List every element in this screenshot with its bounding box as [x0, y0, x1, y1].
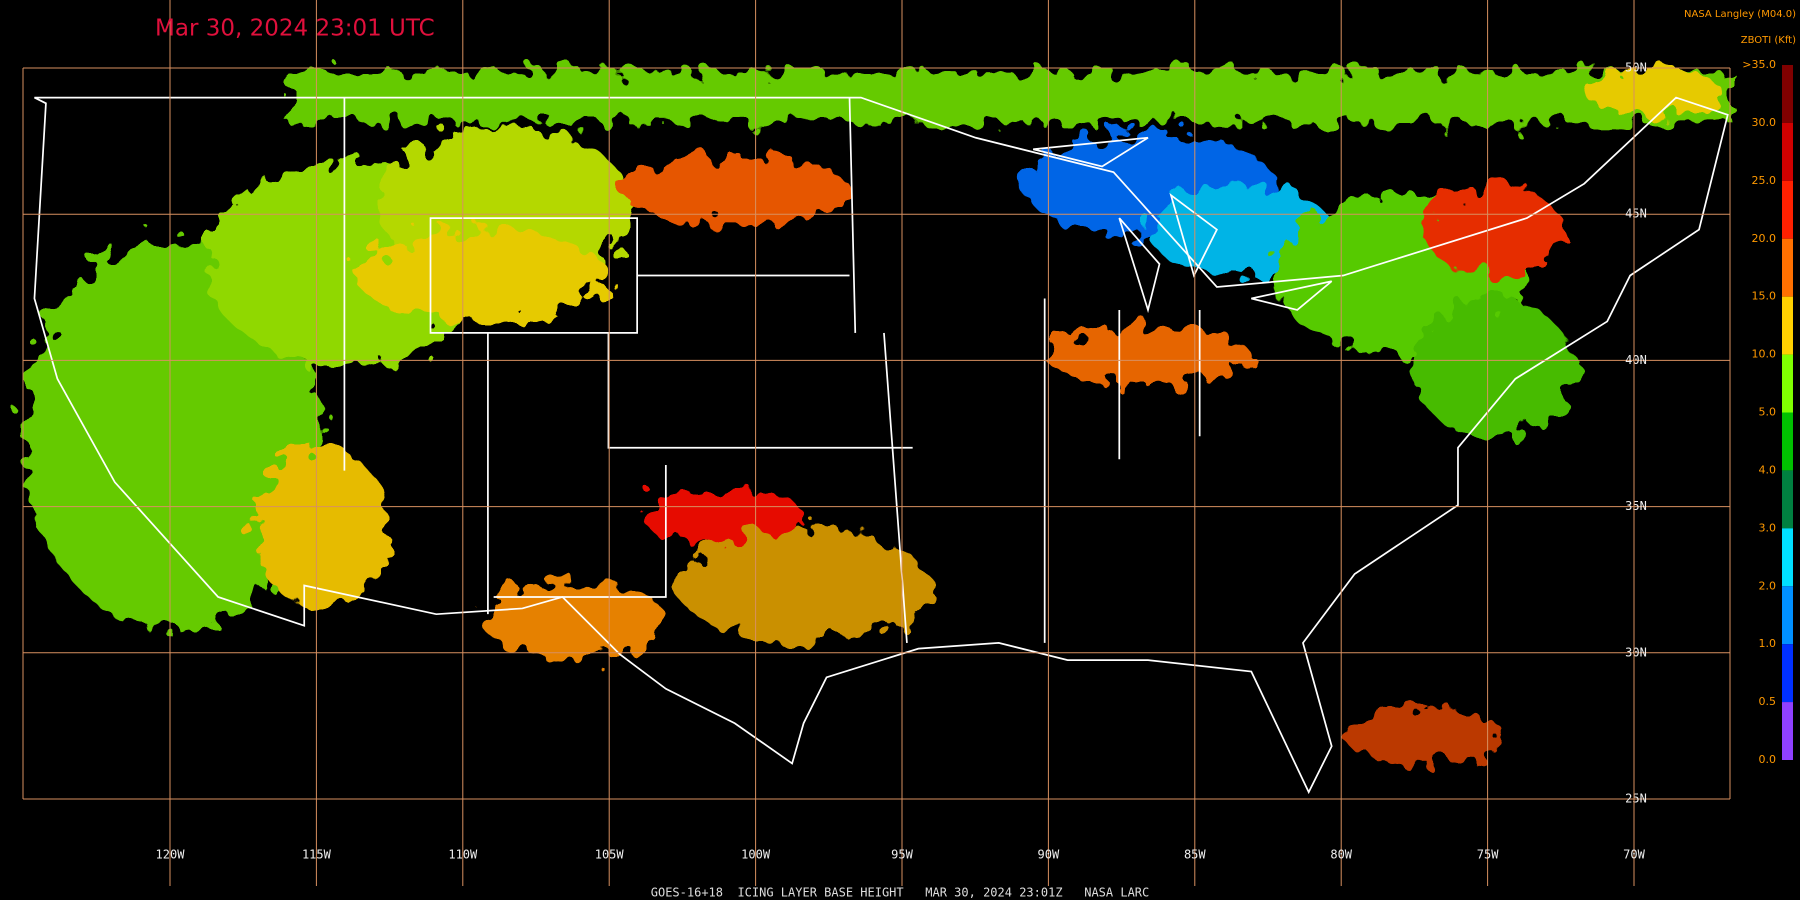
source: NASA Langley (M04.0)	[1684, 9, 1796, 20]
colorbar-segment	[1782, 470, 1793, 529]
colorbar-label: 4.0	[1759, 463, 1777, 476]
latitude-label: 35N	[1625, 499, 1647, 513]
cloud-area	[355, 229, 609, 322]
state-lines	[343, 97, 1201, 643]
colorbar-segment	[1782, 412, 1793, 471]
cloud-area	[252, 447, 391, 609]
cloud-layer	[22, 68, 1734, 764]
colorbar-segment	[1782, 180, 1793, 239]
cloud-area	[1584, 68, 1722, 115]
colorbar-segment	[1782, 644, 1793, 703]
cloud-area	[482, 579, 666, 661]
longitude-label: 70W	[1623, 848, 1645, 862]
latitude-label: 30N	[1625, 645, 1647, 659]
cloud-area	[1044, 327, 1252, 385]
colorbar-label: 3.0	[1759, 521, 1777, 534]
colorbar-segment	[1782, 354, 1793, 413]
colorbar-label: 2.0	[1759, 579, 1777, 592]
longitude-label: 85W	[1184, 848, 1206, 862]
colorbar-label: 15.0	[1752, 290, 1777, 303]
longitude-label: 105W	[595, 848, 625, 862]
colorbar: >35.0 30.0 25.0 20.0 15.0 10.0 5.0 4.0 3.0 2.0 1.0…	[1742, 58, 1793, 766]
longitude-label: 110W	[448, 848, 478, 862]
colorbar-label: 20.0	[1752, 232, 1777, 245]
colorbar-label: 25.0	[1752, 174, 1777, 187]
colorbar-label: 10.0	[1752, 348, 1777, 361]
cloud-area	[1343, 706, 1504, 764]
colorbar-label: >35.0	[1742, 58, 1776, 71]
colorbar-segment	[1782, 238, 1793, 297]
colorbar-label: 0.0	[1759, 753, 1777, 766]
colorbar-label: 0.5	[1759, 695, 1777, 708]
longitude-label: 80W	[1330, 848, 1352, 862]
boundaries	[33, 96, 1729, 795]
longitude-label: 90W	[1038, 848, 1060, 862]
longitude-label: 95W	[891, 848, 913, 862]
cloud-area	[619, 154, 850, 224]
longitude-label: 115W	[302, 848, 332, 862]
longitude-label: 100W	[741, 848, 771, 862]
longitude-label: 75W	[1477, 848, 1499, 862]
colorbar-segment	[1782, 586, 1793, 645]
colorbar-label: 5.0	[1759, 406, 1777, 419]
colorbar-label: 1.0	[1759, 637, 1777, 650]
product: ZBOTI (Kft)	[1741, 35, 1796, 46]
colorbar-segment	[1782, 528, 1793, 587]
cloud-area	[1412, 298, 1573, 437]
footer: GOES-16+18 ICING LAYER BASE HEIGHT MAR 3…	[651, 886, 1150, 900]
colorbar-segment	[1782, 122, 1793, 181]
colorbar-label: 30.0	[1752, 116, 1777, 129]
cloud-area	[22, 241, 322, 632]
longitude-label: 120W	[156, 848, 186, 862]
cloud-area	[677, 528, 930, 643]
latitude-label: 45N	[1625, 207, 1647, 221]
latitude-label: 25N	[1625, 792, 1647, 806]
grid: 50N 45N 40N 35N 30N 25N 120W 115W 110W 105W 100W 95…	[22, 0, 1731, 886]
latitude-label: 40N	[1625, 353, 1647, 367]
cloud-area	[642, 487, 804, 546]
country-outline	[33, 96, 1729, 795]
lake-outline	[1032, 136, 1333, 314]
title: Mar 30, 2024 23:01 UTC	[155, 16, 435, 42]
colorbar-segment	[1782, 65, 1793, 123]
colorbar-segment	[1782, 296, 1793, 355]
latitude-label: 50N	[1625, 61, 1647, 75]
colorbar-segment	[1782, 702, 1793, 760]
